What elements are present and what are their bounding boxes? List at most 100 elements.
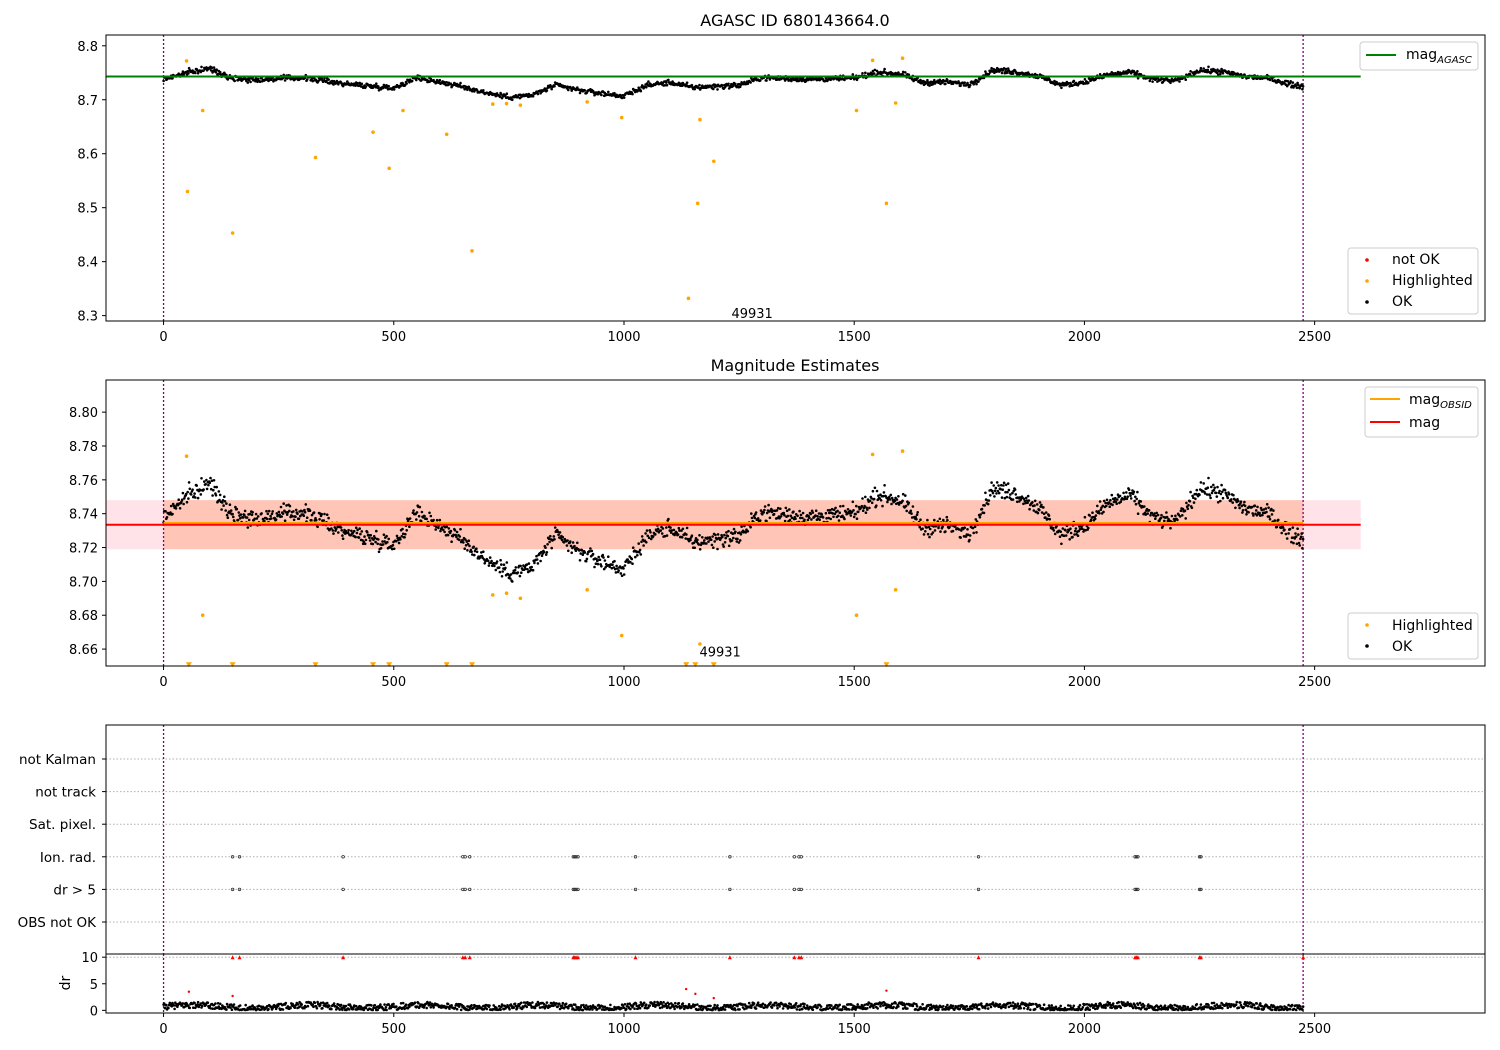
dr-point (328, 1004, 331, 1008)
magnitude-ok-point (312, 511, 316, 514)
magnitude-ok-point (1203, 492, 1207, 495)
agasc-ok-point (1221, 71, 1225, 75)
dr-point (376, 1008, 380, 1012)
magnitude-ok-point (1243, 504, 1247, 508)
magnitude-ok-point (1025, 499, 1029, 502)
magnitude-ok-point (1080, 527, 1084, 530)
magnitude-ok-point (732, 536, 735, 540)
agasc-ok-point (759, 79, 762, 82)
magnitude-ok-point (879, 499, 883, 502)
magnitude-ok-point (1259, 514, 1262, 517)
dr-point (1104, 1006, 1107, 1010)
agasc-ok-point (1011, 72, 1015, 75)
magnitude-ok-point (468, 544, 471, 548)
magnitude-ok-point (668, 529, 672, 532)
magnitude-ok-point (183, 497, 186, 500)
dr-point (694, 1003, 697, 1007)
magnitude-ok-point (837, 519, 841, 522)
dr-point (315, 1007, 319, 1010)
magnitude-ok-point (1076, 534, 1080, 537)
magnitude-ok-point (1270, 507, 1273, 511)
magnitude-ok-point (924, 530, 927, 533)
dr-point (1002, 1005, 1005, 1008)
magnitude-ok-point (933, 529, 937, 532)
dr-point (750, 1006, 753, 1009)
magnitude-ok-point (1098, 512, 1101, 515)
agasc-ok-point (498, 95, 502, 99)
dr-point (921, 1003, 924, 1006)
dr-point (517, 1004, 521, 1008)
dr-point (723, 1008, 727, 1011)
agasc-legend-status: not OK Highlighted OK (1347, 247, 1479, 315)
agasc-ok-point (505, 92, 509, 95)
magnitude-ok-point (395, 539, 398, 543)
magnitude-ok-point (165, 516, 169, 519)
magnitude-ok-point (404, 532, 407, 536)
magnitude-ok-point (228, 503, 232, 507)
magnitude-ok-point (519, 564, 522, 568)
magnitude-ok-point (225, 513, 229, 517)
magnitude-ok-point (330, 527, 333, 530)
magnitude-ok-point (944, 530, 947, 533)
dr-point (1059, 1004, 1062, 1008)
legend2-ok-label: OK (1392, 639, 1413, 655)
dr-point (238, 1004, 242, 1007)
magnitude-ok-point (642, 544, 645, 547)
magnitude-x-tick-label: 2000 (1068, 675, 1101, 690)
dr-point (445, 1005, 449, 1009)
dr-point (1019, 1006, 1022, 1010)
agasc-y-tick-label: 8.6 (77, 148, 98, 163)
magnitude-ok-point (948, 526, 951, 529)
magnitude-ok-point (285, 504, 288, 507)
agasc-highlighted-point (184, 59, 189, 63)
agasc-ok-point (1207, 65, 1210, 69)
magnitude-ok-point (304, 503, 308, 506)
magnitude-ok-point (809, 512, 812, 516)
dr-point (754, 1007, 758, 1010)
agasc-highlighted-point (686, 296, 691, 301)
dr-point (884, 1006, 888, 1010)
magnitude-ok-point (811, 511, 815, 514)
magnitude-ok-point (323, 512, 326, 516)
magnitude-ok-point (602, 556, 605, 559)
dr-point (560, 1004, 564, 1008)
dr-point (163, 1006, 167, 1010)
magnitude-ok-point (486, 559, 490, 563)
magnitude-ok-point (308, 509, 312, 512)
magnitude-ok-point (1288, 527, 1292, 531)
magnitude-ok-point (164, 510, 167, 513)
magnitude-ok-point (895, 498, 899, 501)
magnitude-below-range-marker (683, 662, 690, 668)
magnitude-ok-point (310, 513, 314, 517)
magnitude-ok-point (1144, 513, 1147, 516)
flag-event-marker (574, 855, 578, 859)
magnitude-ok-point (762, 511, 765, 514)
dr-point (192, 1006, 195, 1009)
magnitude-ok-point (1112, 500, 1116, 504)
legend-not-ok-marker (1365, 258, 1369, 262)
magnitude-ok-point (1093, 517, 1097, 521)
dr-point (861, 1005, 865, 1008)
agasc-ok-point (1002, 67, 1006, 70)
dr-point (277, 1002, 281, 1006)
magnitude-ok-point (1272, 509, 1275, 512)
magnitude-ok-point (1101, 504, 1105, 508)
magnitude-ok-point (828, 508, 832, 512)
magnitude-ok-point (1281, 526, 1285, 529)
dr-point (929, 1003, 933, 1007)
dr-point (545, 1001, 549, 1004)
magnitude-ok-point (320, 512, 324, 516)
agasc-ok-point (553, 85, 556, 88)
magnitude-ok-point (1053, 532, 1057, 536)
dr-point (623, 1003, 627, 1006)
magnitude-x-tick-label: 500 (381, 675, 406, 690)
agasc-ok-point (620, 96, 624, 100)
magnitude-ok-point (559, 536, 562, 540)
magnitude-ok-point (933, 518, 936, 522)
agasc-ok-point (218, 70, 222, 74)
magnitude-ok-point (1099, 508, 1103, 512)
flag-event-marker (792, 855, 797, 859)
magnitude-highlighted-point (900, 449, 905, 453)
magnitude-ok-point (598, 558, 602, 562)
agasc-ok-point (855, 78, 859, 82)
